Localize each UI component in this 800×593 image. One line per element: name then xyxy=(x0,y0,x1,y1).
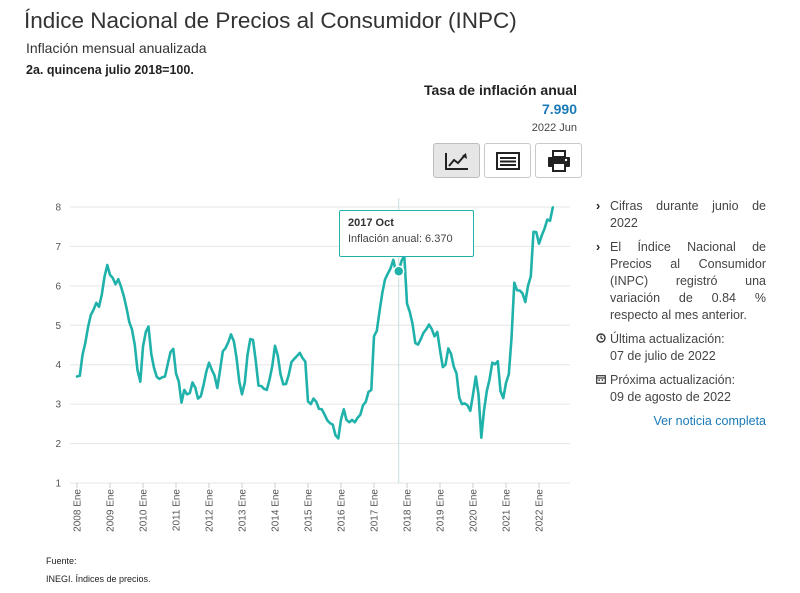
chart-grid xyxy=(70,206,570,484)
inflation-rate-label: Tasa de inflación anual xyxy=(423,82,577,98)
y-tick-label: 8 xyxy=(55,203,61,214)
table-icon xyxy=(495,151,520,170)
highlight-point xyxy=(393,265,405,278)
chart-tooltip: 2017 Oct Inflación anual: 6.370 xyxy=(339,210,474,257)
print-button[interactable] xyxy=(535,143,582,178)
x-tick-label: 2010 Ene xyxy=(139,489,150,532)
x-tick-label: 2013 Ene xyxy=(238,489,249,532)
last-update-date: 07 de julio de 2022 xyxy=(610,349,716,363)
inflation-chart: 1 2 3 4 5 6 7 8 2008 Ene 2009 Ene 2010 Ene 2011 En… xyxy=(55,198,570,532)
info-item-period: › Cifras durante junio de 2022 xyxy=(596,198,766,232)
x-tick-label: 2019 Ene xyxy=(436,489,447,532)
chevron-right-icon: › xyxy=(596,199,601,213)
x-tick-label: 2012 Ene xyxy=(205,489,216,532)
view-toolbar xyxy=(433,143,582,178)
x-tick-label: 2018 Ene xyxy=(403,489,414,532)
x-axis: 2008 Ene 2009 Ene 2010 Ene 2011 Ene 2012 Ene… xyxy=(73,483,546,532)
x-tick-label: 2020 Ene xyxy=(469,489,480,532)
table-view-button[interactable] xyxy=(484,143,531,178)
base-period-note: 2a. quincena julio 2018=100. xyxy=(26,63,194,77)
y-tick-label: 1 xyxy=(55,479,61,490)
source-label: Fuente: xyxy=(46,556,77,566)
y-tick-label: 3 xyxy=(55,400,61,411)
info-variation-text: El Índice Nacional de Precios al Consumi… xyxy=(610,240,766,322)
inflation-rate-date: 2022 Jun xyxy=(531,122,577,134)
y-tick-label: 5 xyxy=(55,321,61,332)
x-tick-label: 2009 Ene xyxy=(106,489,117,532)
tooltip-value: Inflación anual: 6.370 xyxy=(348,233,453,245)
page-subtitle: Inflación mensual anualizada xyxy=(26,40,207,56)
full-news-link[interactable]: Ver noticia completa xyxy=(653,414,766,428)
x-tick-label: 2011 Ene xyxy=(172,489,183,532)
chevron-right-icon: › xyxy=(596,240,601,254)
x-tick-label: 2022 Ene xyxy=(535,489,546,532)
last-update-label: Última actualización: xyxy=(610,332,725,346)
x-tick-label: 2008 Ene xyxy=(73,489,84,532)
next-update: Próxima actualización: 09 de agosto de 2… xyxy=(596,372,766,406)
series-line-inflacion xyxy=(75,206,555,440)
y-tick-label: 2 xyxy=(55,439,61,450)
y-tick-label: 7 xyxy=(55,242,61,253)
x-tick-label: 2016 Ene xyxy=(337,489,348,532)
clock-icon xyxy=(596,331,610,365)
y-tick-label: 4 xyxy=(55,360,61,371)
line-chart-icon xyxy=(444,152,468,170)
inflation-rate-value: 7.990 xyxy=(541,101,577,117)
y-axis: 1 2 3 4 5 6 7 8 xyxy=(55,203,61,490)
page-title: Índice Nacional de Precios al Consumidor… xyxy=(24,8,517,33)
x-tick-label: 2017 Ene xyxy=(370,489,381,532)
calendar-icon xyxy=(596,372,610,406)
tooltip-period: 2017 Oct xyxy=(348,217,394,229)
last-update: Última actualización: 07 de julio de 202… xyxy=(596,331,766,365)
printer-icon xyxy=(547,149,570,172)
info-period-text: Cifras durante junio de 2022 xyxy=(610,199,766,230)
source-text: INEGI. Índices de precios. xyxy=(46,574,151,584)
x-tick-label: 2014 Ene xyxy=(271,489,282,532)
chart-view-button[interactable] xyxy=(433,143,480,178)
x-tick-label: 2015 Ene xyxy=(304,489,315,532)
info-item-variation: › El Índice Nacional de Precios al Consu… xyxy=(596,239,766,324)
next-update-date: 09 de agosto de 2022 xyxy=(610,390,731,404)
next-update-label: Próxima actualización: xyxy=(610,373,736,387)
x-tick-label: 2021 Ene xyxy=(502,489,513,532)
y-tick-label: 6 xyxy=(55,281,61,292)
info-sidebar: › Cifras durante junio de 2022 › El Índi… xyxy=(596,198,766,430)
